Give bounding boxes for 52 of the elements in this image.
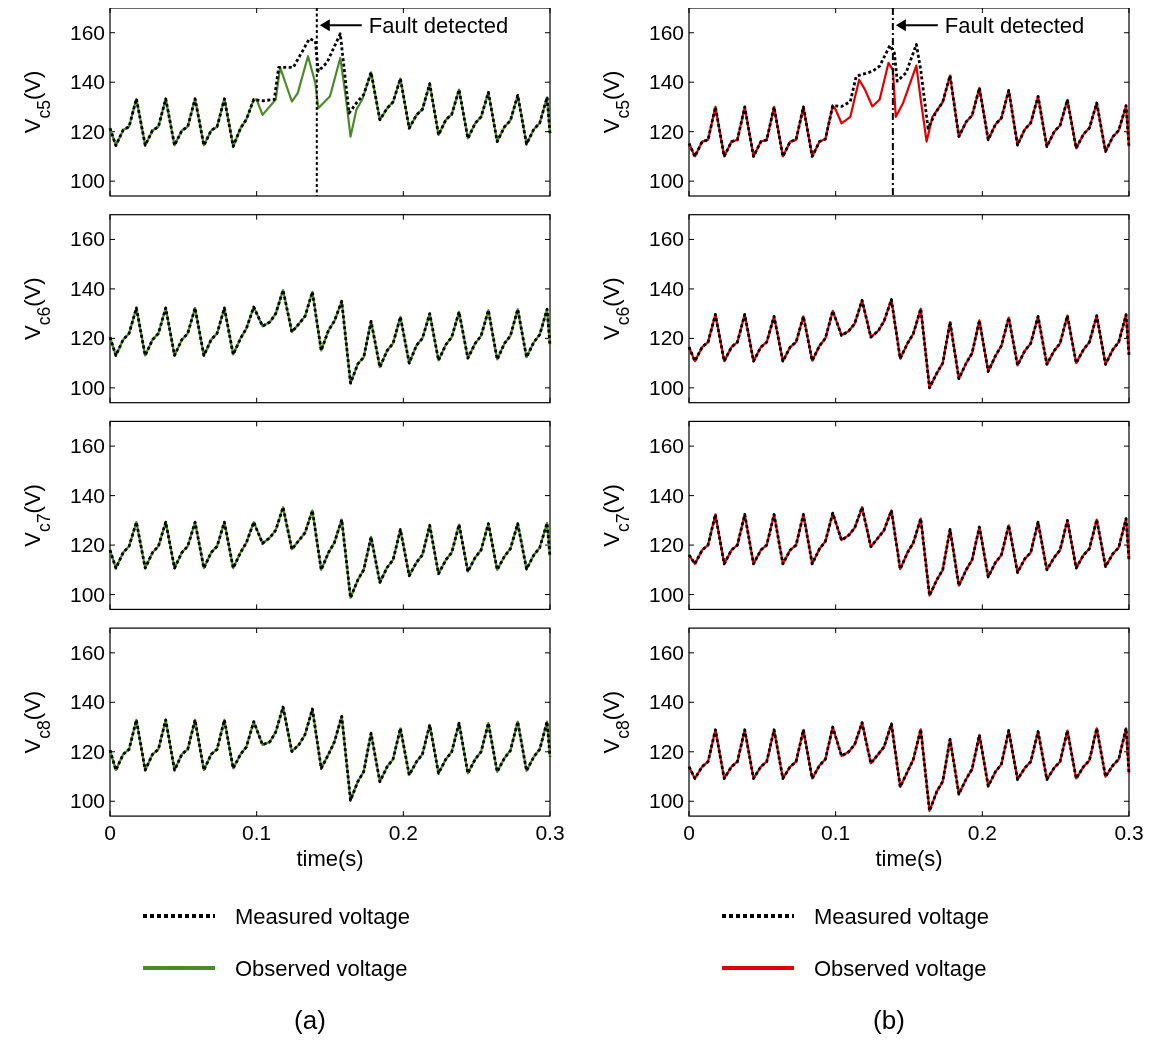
x-tick-label: 0 bbox=[104, 821, 116, 845]
legend-label: Measured voltage bbox=[814, 904, 989, 930]
y-tick-label: 160 bbox=[69, 20, 105, 44]
annotation: Fault detected bbox=[368, 13, 509, 39]
line-series bbox=[108, 55, 552, 148]
y-tick-label: 140 bbox=[648, 690, 684, 714]
y-tick-label: 140 bbox=[69, 276, 105, 300]
line-series bbox=[687, 61, 1131, 158]
legend-label: Measured voltage bbox=[235, 904, 410, 930]
y-tick-label: 100 bbox=[648, 789, 684, 813]
legend-label: Observed voltage bbox=[235, 956, 408, 982]
y-tick-label: 120 bbox=[69, 119, 105, 143]
y-tick-label: 140 bbox=[69, 690, 105, 714]
y-tick-label: 100 bbox=[648, 169, 684, 193]
y-tick-label: 120 bbox=[69, 533, 105, 557]
y-tick-label: 100 bbox=[69, 375, 105, 399]
y-tick-label: 160 bbox=[648, 640, 684, 664]
annotation: Fault detected bbox=[944, 13, 1085, 39]
y-tick-label: 160 bbox=[69, 227, 105, 251]
y-tick-label: 100 bbox=[69, 169, 105, 193]
x-tick-label: 0.1 bbox=[821, 821, 851, 845]
text: (a) bbox=[294, 1005, 326, 1036]
x-tick-label: 0.2 bbox=[967, 821, 997, 845]
x-axis-title: time(s) bbox=[296, 846, 364, 872]
y-tick-label: 160 bbox=[69, 434, 105, 458]
y-tick-label: 120 bbox=[648, 326, 684, 350]
y-tick-label: 100 bbox=[648, 582, 684, 606]
y-tick-label: 160 bbox=[648, 20, 684, 44]
y-tick-label: 160 bbox=[648, 227, 684, 251]
y-tick-label: 160 bbox=[648, 434, 684, 458]
x-tick-label: 0.3 bbox=[535, 821, 565, 845]
y-tick-label: 140 bbox=[648, 276, 684, 300]
x-tick-label: 0.3 bbox=[1114, 821, 1144, 845]
x-tick-label: 0.1 bbox=[242, 821, 272, 845]
y-tick-label: 140 bbox=[69, 483, 105, 507]
y-tick-label: 120 bbox=[648, 533, 684, 557]
x-axis-title: time(s) bbox=[875, 846, 943, 872]
y-tick-label: 160 bbox=[69, 640, 105, 664]
y-tick-label: 120 bbox=[648, 119, 684, 143]
y-tick-label: 120 bbox=[648, 739, 684, 763]
y-tick-label: 140 bbox=[648, 70, 684, 94]
x-tick-label: 0.2 bbox=[388, 821, 418, 845]
y-tick-label: 120 bbox=[69, 739, 105, 763]
legend-label: Observed voltage bbox=[814, 956, 987, 982]
x-tick-label: 0 bbox=[683, 821, 695, 845]
y-tick-label: 140 bbox=[648, 483, 684, 507]
y-tick-label: 100 bbox=[648, 375, 684, 399]
y-tick-label: 100 bbox=[69, 582, 105, 606]
text: (b) bbox=[873, 1005, 905, 1036]
y-tick-label: 140 bbox=[69, 70, 105, 94]
y-tick-label: 100 bbox=[69, 789, 105, 813]
y-tick-label: 120 bbox=[69, 326, 105, 350]
